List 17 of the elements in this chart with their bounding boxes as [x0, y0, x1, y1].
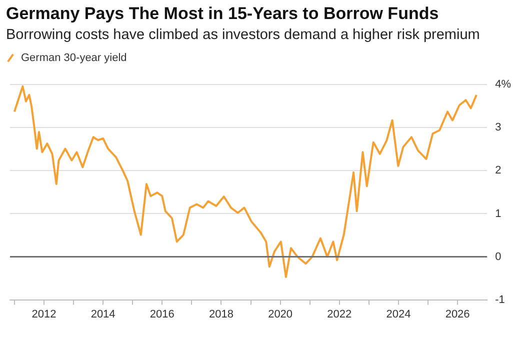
- x-tick-label: 2020: [268, 308, 293, 320]
- y-tick-label: 4%: [495, 78, 512, 91]
- y-tick-label: 0: [495, 250, 502, 263]
- y-tick-label: -1: [495, 294, 505, 306]
- x-tick-label: 2024: [386, 308, 411, 320]
- chart-subtitle: Borrowing costs have climbed as investors demand a higher risk premium: [6, 27, 480, 43]
- x-tick-label: 2014: [90, 308, 116, 320]
- x-tick-label: 2016: [150, 308, 174, 320]
- chart-title: Germany Pays The Most in 15-Years to Borrow Funds: [6, 4, 439, 24]
- y-tick-label: 1: [495, 208, 502, 220]
- legend-label: German 30-year yield: [21, 52, 127, 64]
- y-tick-label: 2: [495, 164, 502, 177]
- x-tick-label: 2012: [32, 308, 56, 320]
- y-tick-label: 3: [495, 122, 502, 134]
- x-tick-label: 2026: [445, 308, 470, 320]
- x-tick-label: 2022: [327, 308, 352, 320]
- x-tick-label: 2018: [208, 308, 234, 320]
